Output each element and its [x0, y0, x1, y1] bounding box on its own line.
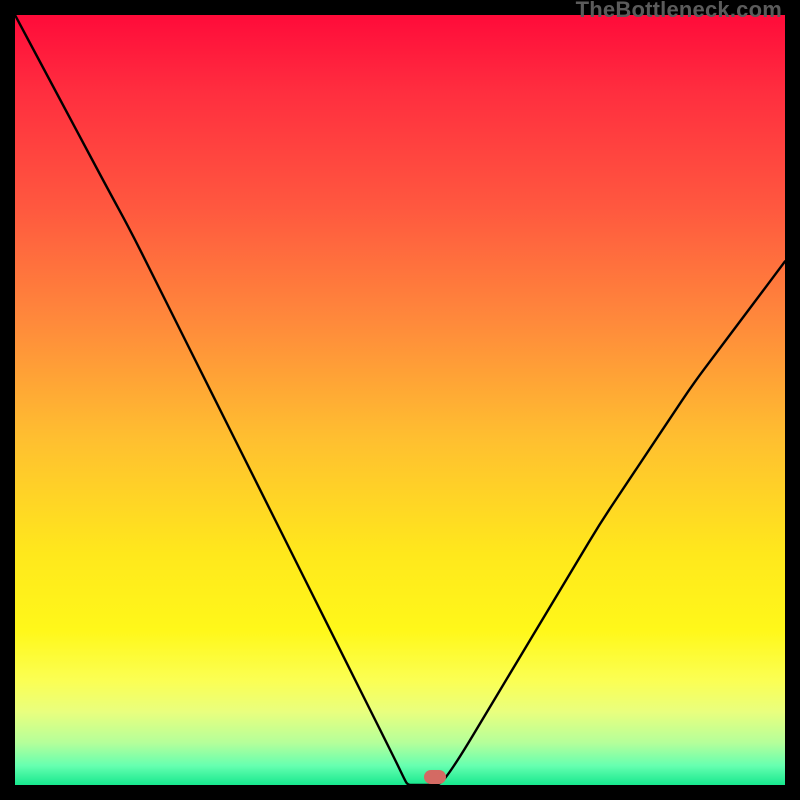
plot-area [15, 15, 785, 785]
watermark-text: TheBottleneck.com [576, 0, 782, 23]
optimal-marker [424, 770, 446, 784]
chart-frame: TheBottleneck.com [0, 0, 800, 800]
bottleneck-curve [15, 15, 785, 785]
